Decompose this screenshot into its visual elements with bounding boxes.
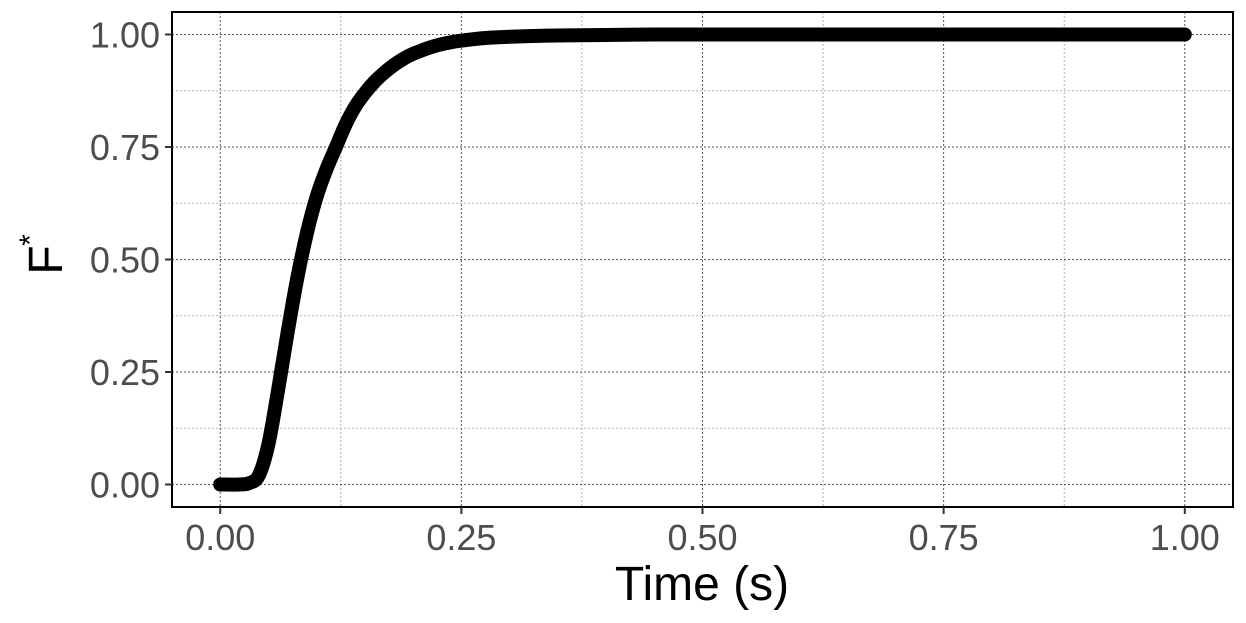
series-line bbox=[213, 27, 1192, 492]
y-tick-label: 0.25 bbox=[90, 352, 160, 393]
x-tick-label: 0.00 bbox=[185, 517, 255, 558]
y-axis-ticks: 0.00 0.25 0.50 0.75 1.00 bbox=[90, 15, 172, 506]
x-axis-title: Time (s) bbox=[615, 558, 789, 611]
y-tick-label: 1.00 bbox=[90, 15, 160, 56]
x-tick-label: 0.25 bbox=[426, 517, 496, 558]
x-tick-label: 0.50 bbox=[667, 517, 737, 558]
y-tick-label: 0.00 bbox=[90, 465, 160, 506]
y-tick-label: 0.50 bbox=[90, 240, 160, 281]
x-tick-label: 0.75 bbox=[909, 517, 979, 558]
x-axis-ticks: 0.00 0.25 0.50 0.75 1.00 bbox=[185, 507, 1220, 558]
y-tick-label: 0.75 bbox=[90, 127, 160, 168]
y-axis-title-superscript: * bbox=[14, 234, 47, 246]
x-tick-label: 1.00 bbox=[1150, 517, 1220, 558]
grid bbox=[172, 12, 1233, 507]
y-axis-title-group: F * bbox=[14, 234, 73, 275]
y-axis-title: F bbox=[20, 245, 73, 274]
